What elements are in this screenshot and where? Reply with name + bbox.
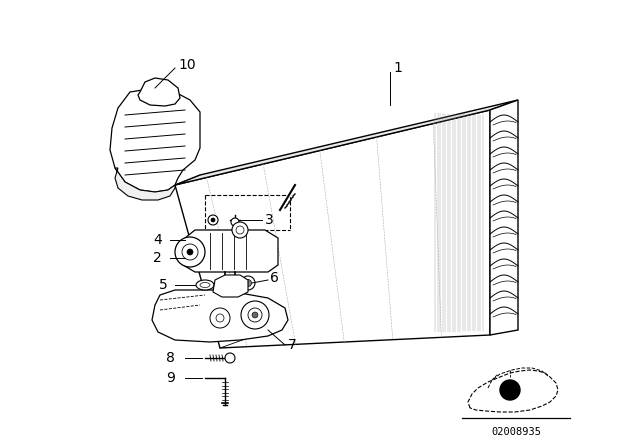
Polygon shape bbox=[175, 100, 518, 185]
Polygon shape bbox=[138, 78, 180, 106]
Text: 2: 2 bbox=[153, 251, 162, 265]
Text: 1: 1 bbox=[393, 61, 402, 75]
Text: 5: 5 bbox=[159, 278, 168, 292]
Text: 4: 4 bbox=[153, 233, 162, 247]
Circle shape bbox=[208, 215, 218, 225]
Circle shape bbox=[175, 237, 205, 267]
Text: 7: 7 bbox=[288, 338, 297, 352]
Circle shape bbox=[187, 249, 193, 255]
Circle shape bbox=[500, 380, 520, 400]
Circle shape bbox=[231, 218, 239, 226]
Polygon shape bbox=[110, 88, 200, 192]
Text: 8: 8 bbox=[166, 351, 175, 365]
Circle shape bbox=[241, 301, 269, 329]
Text: 9: 9 bbox=[166, 371, 175, 385]
Circle shape bbox=[232, 222, 248, 238]
Circle shape bbox=[252, 312, 258, 318]
Text: 3: 3 bbox=[265, 213, 274, 227]
Polygon shape bbox=[175, 110, 490, 348]
Text: 02008935: 02008935 bbox=[491, 427, 541, 437]
Text: 10: 10 bbox=[178, 58, 196, 72]
Circle shape bbox=[210, 308, 230, 328]
Circle shape bbox=[244, 280, 252, 287]
Polygon shape bbox=[152, 290, 288, 342]
Ellipse shape bbox=[196, 280, 214, 290]
Text: 6: 6 bbox=[270, 271, 279, 285]
Circle shape bbox=[241, 276, 255, 290]
Circle shape bbox=[211, 218, 215, 222]
Polygon shape bbox=[490, 100, 518, 335]
Circle shape bbox=[225, 353, 235, 363]
Polygon shape bbox=[183, 230, 278, 272]
Polygon shape bbox=[213, 275, 248, 297]
Polygon shape bbox=[115, 168, 175, 200]
